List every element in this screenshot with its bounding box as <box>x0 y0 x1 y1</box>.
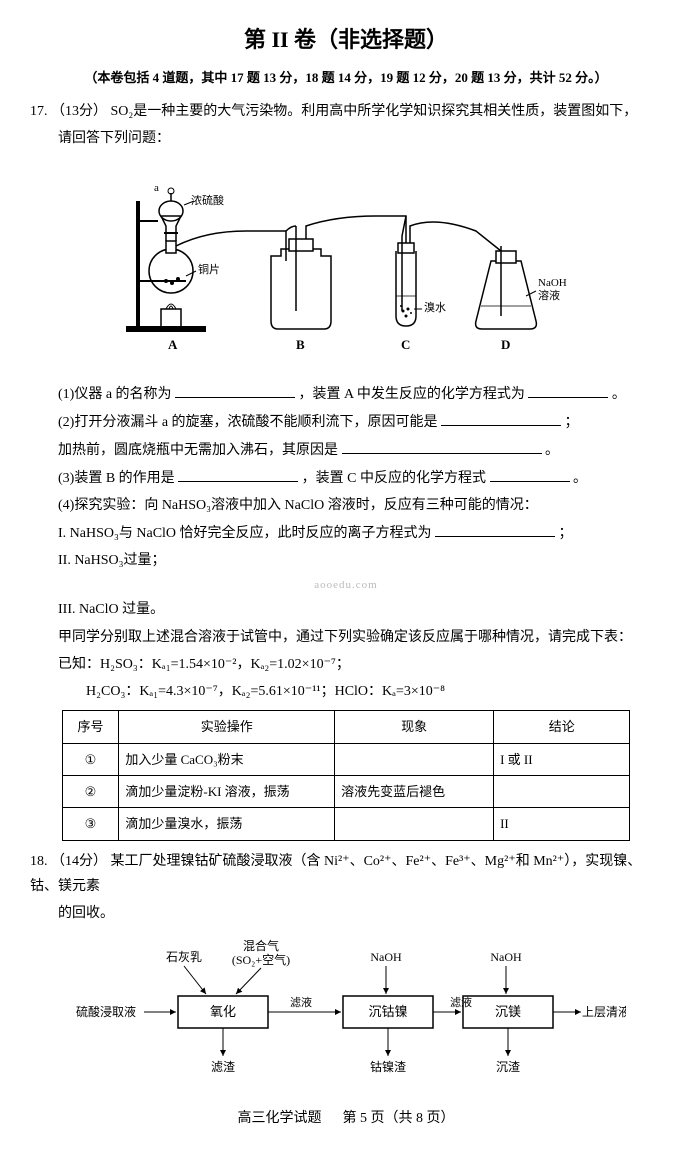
blank <box>175 381 295 398</box>
svg-text:氧化: 氧化 <box>210 1004 236 1019</box>
q17-4-1a: I. NaHSO₃与 NaClO 恰好完全反应，此时反应的离子方程式为 <box>58 526 432 541</box>
svg-text:C: C <box>401 337 410 352</box>
blank <box>490 465 570 482</box>
section-title: 第 II 卷（非选择题） <box>30 20 662 60</box>
q17-number: 17. <box>30 104 48 119</box>
footer-right: 第 5 页（共 8 页） <box>343 1111 455 1126</box>
svg-text:A: A <box>168 337 178 352</box>
blank <box>441 409 561 426</box>
q17-1b: ，装置 A 中发生反应的化学方程式为 <box>299 387 525 402</box>
blank <box>342 437 542 454</box>
q17-4-1b: ； <box>559 526 573 541</box>
svg-text:NaOH: NaOH <box>490 950 522 964</box>
cell <box>335 743 494 775</box>
cell: 加入少量 CaCO₃粉末 <box>119 743 335 775</box>
q18-number: 18. <box>30 854 48 869</box>
blank <box>178 465 298 482</box>
q17-2d: 。 <box>545 443 559 458</box>
cell: ② <box>62 775 119 807</box>
svg-text:混合气: 混合气 <box>243 938 279 953</box>
q17-4-2: II. NaHSO₃过量； <box>30 548 662 573</box>
th-op: 实验操作 <box>119 711 335 743</box>
svg-text:钴镍渣: 钴镍渣 <box>370 1059 406 1074</box>
q17-4: (4)探究实验：向 NaHSO₃溶液中加入 NaClO 溶液时，反应有三种可能的… <box>30 493 662 518</box>
svg-text:硫酸浸取液: 硫酸浸取液 <box>76 1004 136 1019</box>
section-subtitle: （本卷包括 4 道题，其中 17 题 13 分，18 题 14 分，19 题 1… <box>30 66 662 89</box>
q17-table: 序号 实验操作 现象 结论 ① 加入少量 CaCO₃粉末 I 或 II ② 滴加… <box>62 710 631 841</box>
svg-text:沉渣: 沉渣 <box>496 1060 520 1074</box>
svg-text:a: a <box>154 182 159 194</box>
svg-text:铜片: 铜片 <box>198 262 220 276</box>
q17-intro1: SO₂是一种主要的大气污染物。利用高中所学化学知识探究其相关性质，装置图如下， <box>111 104 638 119</box>
svg-text:NaOH: NaOH <box>538 277 567 289</box>
watermark: aooedu.com <box>30 576 662 596</box>
q17-3b: ，装置 C 中反应的化学方程式 <box>302 471 486 486</box>
flowchart: 石灰乳 混合气 (SO₂+空气) NaOH NaOH 硫酸浸取液 氧化 滤液 滤… <box>30 936 662 1086</box>
q17-4-3: III. NaClO 过量。 <box>30 597 662 622</box>
q17-2a: (2)打开分液漏斗 a 的旋塞，浓硫酸不能顺利流下，原因可能是 <box>58 415 438 430</box>
apparatus-d: NaOH 溶液 D <box>476 246 567 352</box>
svg-text:沉钴镍: 沉钴镍 <box>368 1004 407 1019</box>
cell: 滴加少量淀粉-KI 溶液，振荡 <box>119 775 335 807</box>
table-row: ③ 滴加少量溴水，振荡 II <box>62 808 630 840</box>
q17-3a: (3)装置 B 的作用是 <box>58 471 175 486</box>
q17-known1: 已知：H₂SO₃：Kₐ₁=1.54×10⁻²，Kₐ₂=1.02×10⁻⁷； <box>30 652 662 677</box>
cell: ③ <box>62 808 119 840</box>
cell: II <box>494 808 630 840</box>
q17-4-desc: 甲同学分别取上述混合溶液于试管中，通过下列实验确定该反应属于哪种情况，请完成下表… <box>30 625 662 650</box>
svg-text:浓硫酸: 浓硫酸 <box>191 193 224 207</box>
cell <box>335 808 494 840</box>
cell: 溶液先变蓝后褪色 <box>335 775 494 807</box>
svg-text:石灰乳: 石灰乳 <box>166 950 202 964</box>
q18-intro2: 的回收。 <box>30 901 662 926</box>
question-17: 17. （13分） SO₂是一种主要的大气污染物。利用高中所学化学知识探究其相关… <box>30 99 662 841</box>
cell <box>494 775 630 807</box>
th-phen: 现象 <box>335 711 494 743</box>
cell: I 或 II <box>494 743 630 775</box>
th-conc: 结论 <box>494 711 630 743</box>
cell: ① <box>62 743 119 775</box>
apparatus-a: a 浓硫酸 铜片 A <box>126 182 286 352</box>
apparatus-figure: a 浓硫酸 铜片 A B <box>30 161 662 361</box>
svg-text:沉镁: 沉镁 <box>495 1004 521 1019</box>
question-18: 18. （14分） 某工厂处理镍钴矿硫酸浸取液（含 Ni²⁺、Co²⁺、Fe²⁺… <box>30 849 662 1087</box>
blank <box>435 520 555 537</box>
q17-2b: ； <box>565 415 579 430</box>
svg-text:(SO₂+空气): (SO₂+空气) <box>232 952 290 967</box>
blank <box>528 381 608 398</box>
page-footer: 高三化学试题 第 5 页（共 8 页） <box>30 1106 662 1131</box>
table-row: 序号 实验操作 现象 结论 <box>62 711 630 743</box>
svg-text:NaOH: NaOH <box>370 950 402 964</box>
svg-text:滤液: 滤液 <box>290 995 312 1009</box>
q17-1a: (1)仪器 a 的名称为 <box>58 387 172 402</box>
q18-intro1: 某工厂处理镍钴矿硫酸浸取液（含 Ni²⁺、Co²⁺、Fe²⁺、Fe³⁺、Mg²⁺… <box>30 854 641 894</box>
q17-intro2: 请回答下列问题： <box>30 126 662 151</box>
q17-known2: H₂CO₃：Kₐ₁=4.3×10⁻⁷，Kₐ₂=5.61×10⁻¹¹；HClO：K… <box>30 679 662 704</box>
q17-3c: 。 <box>573 471 587 486</box>
table-row: ① 加入少量 CaCO₃粉末 I 或 II <box>62 743 630 775</box>
q17-2c: 加热前，圆底烧瓶中无需加入沸石，其原因是 <box>58 443 338 458</box>
svg-text:溴水: 溴水 <box>424 300 446 314</box>
th-seq: 序号 <box>62 711 119 743</box>
svg-text:滤渣: 滤渣 <box>211 1060 235 1074</box>
svg-text:上层清液: 上层清液 <box>582 1004 626 1019</box>
svg-text:溶液: 溶液 <box>538 288 560 302</box>
q17-1c: 。 <box>612 387 626 402</box>
footer-left: 高三化学试题 <box>238 1111 322 1126</box>
q18-points: （14分） <box>51 854 107 869</box>
q17-points: （13分） <box>51 104 107 119</box>
apparatus-b: B <box>271 216 406 352</box>
table-row: ② 滴加少量淀粉-KI 溶液，振荡 溶液先变蓝后褪色 <box>62 775 630 807</box>
svg-text:D: D <box>501 337 510 352</box>
cell: 滴加少量溴水，振荡 <box>119 808 335 840</box>
svg-text:滤液: 滤液 <box>450 995 472 1009</box>
svg-text:B: B <box>296 337 305 352</box>
